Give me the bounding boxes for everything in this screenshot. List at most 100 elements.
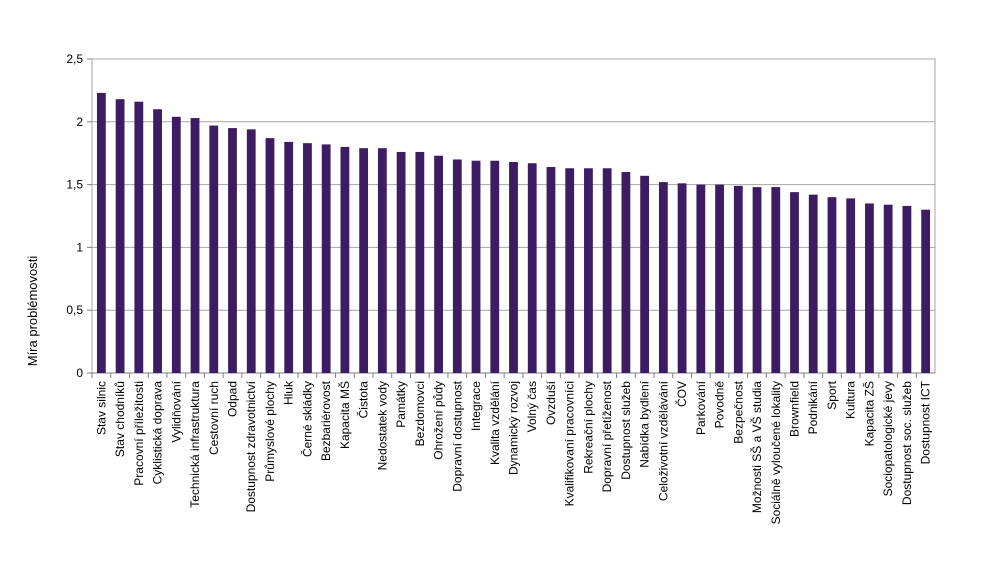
bar bbox=[359, 148, 369, 373]
bar bbox=[284, 141, 294, 373]
bar bbox=[733, 185, 743, 373]
bar bbox=[584, 168, 593, 373]
bar bbox=[752, 187, 762, 373]
bar bbox=[827, 197, 837, 373]
x-tick-label: Kvalita vzdělání bbox=[488, 380, 502, 465]
x-tick-label: Hluk bbox=[282, 380, 296, 405]
bar bbox=[209, 125, 219, 374]
bar bbox=[696, 184, 706, 373]
x-tick-label: Dostupnost služeb bbox=[619, 381, 633, 480]
x-tick-label: Dynamický rozvoj bbox=[507, 381, 521, 475]
y-tick-label: 2,5 bbox=[66, 52, 83, 66]
bar bbox=[658, 182, 668, 373]
x-tick-label: Sociálně vyloučené lokality bbox=[769, 381, 783, 524]
x-tick-label: Možnosti SŠ a VŠ studia bbox=[749, 381, 764, 513]
y-tick-label: 0,5 bbox=[66, 303, 83, 317]
x-tick-label: Dopravní dostupnost bbox=[450, 380, 464, 491]
bar bbox=[415, 151, 425, 373]
x-tick-label: Stav silnic bbox=[94, 381, 108, 435]
x-tick-label: Technická infrastruktura bbox=[188, 381, 202, 508]
bar bbox=[452, 159, 462, 373]
bar bbox=[621, 172, 631, 373]
x-tick-label: Vylidňování bbox=[169, 380, 183, 442]
bar bbox=[265, 138, 275, 373]
x-tick-label: Nabídka bydlení bbox=[638, 380, 652, 467]
x-tick-label: Bezdomovci bbox=[413, 381, 427, 446]
x-tick-label: Odpad bbox=[226, 381, 240, 417]
bar bbox=[846, 198, 856, 373]
x-tick-label: Dopravní přetíženost bbox=[600, 380, 614, 492]
x-tick-label: Ovzduší bbox=[544, 380, 558, 425]
bar bbox=[546, 167, 556, 373]
bar bbox=[377, 148, 387, 373]
x-tick-label: Integrace bbox=[469, 381, 483, 431]
x-tick-label: Bezbariérovost bbox=[319, 380, 333, 461]
bar bbox=[865, 203, 874, 373]
x-tick-label: Parkování bbox=[694, 380, 708, 435]
x-tick-label: Brownfield bbox=[788, 381, 802, 437]
bar bbox=[96, 92, 106, 374]
x-tick-label: Cyklistická doprava bbox=[151, 381, 165, 485]
bar bbox=[883, 204, 893, 373]
bar bbox=[246, 129, 256, 373]
bar bbox=[790, 192, 799, 373]
bar bbox=[490, 160, 500, 373]
x-tick-label: ČOV bbox=[674, 381, 689, 407]
x-tick-labels: Stav silnic Stav chodníků Pracovní příleži… bbox=[94, 380, 932, 524]
y-tick-labels: 0 0,5 1 1,5 2 2,5 bbox=[66, 52, 83, 380]
bars bbox=[96, 92, 931, 374]
x-tick-label: Černé skládky bbox=[299, 381, 314, 457]
bar bbox=[471, 160, 481, 373]
bar bbox=[396, 151, 406, 373]
x-tick-label: Kvalifikovaní pracovníci bbox=[563, 381, 577, 506]
bar bbox=[902, 205, 912, 373]
x-tick-label: Sociopatologické jevy bbox=[881, 381, 895, 496]
bar bbox=[153, 109, 162, 374]
x-tick-label: Čistota bbox=[356, 381, 371, 419]
bar bbox=[715, 184, 724, 373]
bar bbox=[434, 155, 443, 373]
y-tick-label: 2 bbox=[76, 115, 83, 129]
x-tick-label: Dostupnost soc. služeb bbox=[900, 381, 914, 505]
bar bbox=[921, 209, 931, 373]
x-tick-label: Sport bbox=[825, 380, 839, 409]
x-tick-label: Kapacita ZŠ bbox=[861, 381, 876, 446]
bar bbox=[134, 101, 144, 373]
bar bbox=[171, 116, 181, 373]
y-axis-title: Míra problémovosti bbox=[25, 256, 40, 367]
x-tick-label: Pracovní příležitosti bbox=[132, 381, 146, 486]
y-tick-label: 1,5 bbox=[66, 178, 83, 192]
bar bbox=[565, 168, 575, 373]
x-tick-label: Celoživotní vzdělávání bbox=[656, 380, 670, 501]
x-tick-label: Ohrožení půdy bbox=[432, 381, 446, 460]
bar bbox=[602, 168, 612, 373]
bar bbox=[303, 143, 312, 373]
x-tick-label: Dostupnost zdravotnictví bbox=[244, 380, 258, 512]
bar bbox=[115, 99, 125, 373]
bar bbox=[808, 194, 818, 373]
bar bbox=[321, 144, 331, 373]
x-tick-label: Kultura bbox=[844, 381, 858, 419]
bar bbox=[509, 161, 518, 373]
x-tick-label: Kapacita MŠ bbox=[337, 381, 352, 449]
bar bbox=[527, 163, 537, 373]
bar bbox=[228, 128, 237, 373]
x-tick-label: Cestovní ruch bbox=[207, 381, 221, 455]
bar bbox=[771, 187, 781, 373]
x-tick-label: Rekreační plochy bbox=[581, 381, 595, 474]
x-tick-label: Památky bbox=[394, 381, 408, 428]
x-tick-label: Průmyslové plochy bbox=[263, 381, 277, 482]
x-tick-label: Nedostatek vody bbox=[375, 381, 389, 470]
y-tick-label: 1 bbox=[76, 240, 83, 254]
bar bbox=[640, 175, 650, 373]
x-tick-label: Dostupnost ICT bbox=[919, 380, 933, 464]
x-tick-label: Stav chodníků bbox=[113, 381, 127, 457]
y-tick-label: 0 bbox=[76, 366, 83, 380]
bar bbox=[190, 118, 200, 373]
x-tick-label: Bezpečnost bbox=[731, 380, 745, 443]
x-tick-label: Povodně bbox=[713, 381, 727, 429]
x-tick-label: Podnikání bbox=[806, 380, 820, 434]
x-tick-label: Volný čas bbox=[525, 381, 539, 432]
bar bbox=[340, 146, 350, 373]
